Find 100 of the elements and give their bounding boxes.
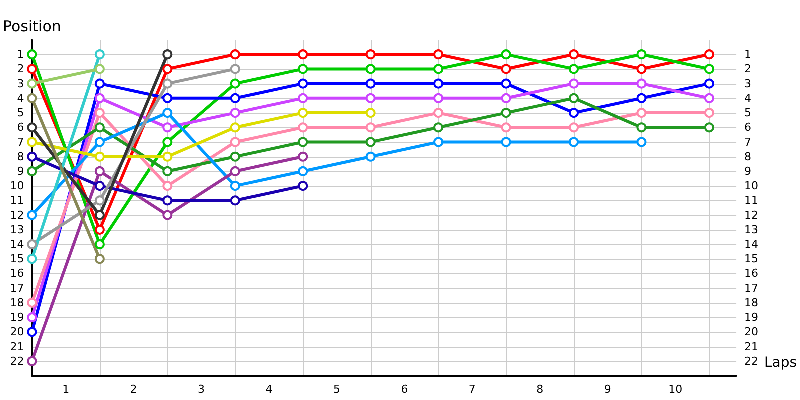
point: [434, 137, 444, 148]
point: [162, 152, 173, 162]
point: [27, 240, 38, 250]
y-tick-label: 11: [10, 194, 24, 208]
point: [434, 78, 444, 89]
point: [501, 93, 512, 104]
point: [162, 210, 173, 220]
y2-tick-label: 21: [744, 340, 759, 354]
point: [162, 50, 173, 60]
y2-tick-label: 15: [744, 252, 759, 266]
point: [27, 298, 38, 308]
point: [162, 196, 173, 206]
y2-tick-label: 6: [744, 121, 752, 134]
point: [569, 78, 580, 89]
point: [27, 356, 38, 366]
point: [704, 108, 714, 118]
point: [94, 196, 105, 206]
point: [230, 78, 240, 89]
y2-tick-label: 7: [744, 136, 752, 149]
x-tick-label: 3: [198, 383, 206, 396]
y-tick-label: 22: [10, 354, 24, 368]
point: [27, 64, 38, 74]
point: [298, 93, 308, 104]
point: [94, 50, 105, 60]
point: [94, 108, 105, 118]
point: [434, 64, 444, 74]
point: [636, 93, 647, 104]
point: [636, 122, 647, 133]
y-tick-label: 13: [10, 223, 24, 236]
x-tick-label: 10: [668, 383, 683, 396]
point: [230, 181, 240, 192]
y2-tick-label: 8: [744, 150, 752, 164]
x-tick-label: 6: [401, 383, 408, 396]
point: [501, 108, 512, 118]
x-tick-label: 1: [62, 383, 70, 396]
point: [94, 152, 105, 162]
point: [162, 78, 173, 89]
point: [366, 137, 376, 148]
point: [636, 64, 647, 74]
point: [434, 122, 444, 133]
point: [27, 210, 38, 220]
y-tick-label: 3: [17, 77, 24, 90]
point: [94, 224, 105, 235]
point: [298, 108, 308, 118]
point: [162, 93, 173, 104]
point: [27, 166, 38, 176]
point: [94, 93, 105, 104]
point: [230, 50, 240, 60]
point: [230, 64, 240, 74]
point: [230, 93, 240, 104]
y2-tick-label: 3: [744, 77, 752, 90]
point: [94, 137, 105, 148]
point: [230, 152, 240, 162]
y-tick-label: 1: [17, 48, 24, 62]
point: [704, 64, 714, 74]
point: [94, 166, 105, 176]
y-tick-label: 20: [10, 326, 24, 339]
x-tick-label: 4: [266, 383, 273, 396]
point: [569, 93, 580, 104]
point: [230, 122, 240, 133]
point: [298, 78, 308, 89]
point: [162, 122, 173, 133]
point: [27, 93, 38, 104]
y2-tick-label: 16: [744, 267, 759, 280]
x-tick-label: 9: [604, 383, 612, 396]
point: [501, 64, 512, 74]
point: [94, 254, 105, 264]
point: [366, 93, 376, 104]
point: [298, 152, 308, 162]
point: [162, 181, 173, 192]
y2-tick-label: 5: [744, 106, 752, 120]
y-tick-label: 12: [10, 208, 24, 222]
point: [636, 78, 647, 89]
x-tick-label: 7: [468, 383, 476, 396]
y2-tick-label: 18: [744, 296, 759, 310]
point: [298, 64, 308, 74]
point: [366, 122, 376, 133]
point: [434, 50, 444, 60]
y-tick-label: 16: [10, 267, 24, 280]
y-tick-label: 4: [17, 92, 24, 105]
point: [27, 122, 38, 133]
point: [366, 108, 376, 118]
point: [230, 108, 240, 118]
x-tick-label: 2: [130, 383, 138, 396]
y2-tick-label: 13: [744, 223, 759, 236]
point: [501, 137, 512, 148]
point: [298, 137, 308, 148]
y2-tick-label: 11: [744, 194, 759, 208]
y-tick-label: 19: [10, 311, 24, 324]
point: [366, 78, 376, 89]
point: [434, 93, 444, 104]
y-tick-label: 14: [10, 238, 24, 252]
y2-tick-label: 17: [744, 282, 759, 295]
point: [366, 50, 376, 60]
point: [162, 108, 173, 118]
y-tick-label: 21: [10, 340, 24, 354]
y-tick-label: 15: [10, 252, 24, 266]
y-tick-label: 2: [17, 62, 24, 76]
point: [94, 181, 105, 192]
point: [94, 64, 105, 74]
